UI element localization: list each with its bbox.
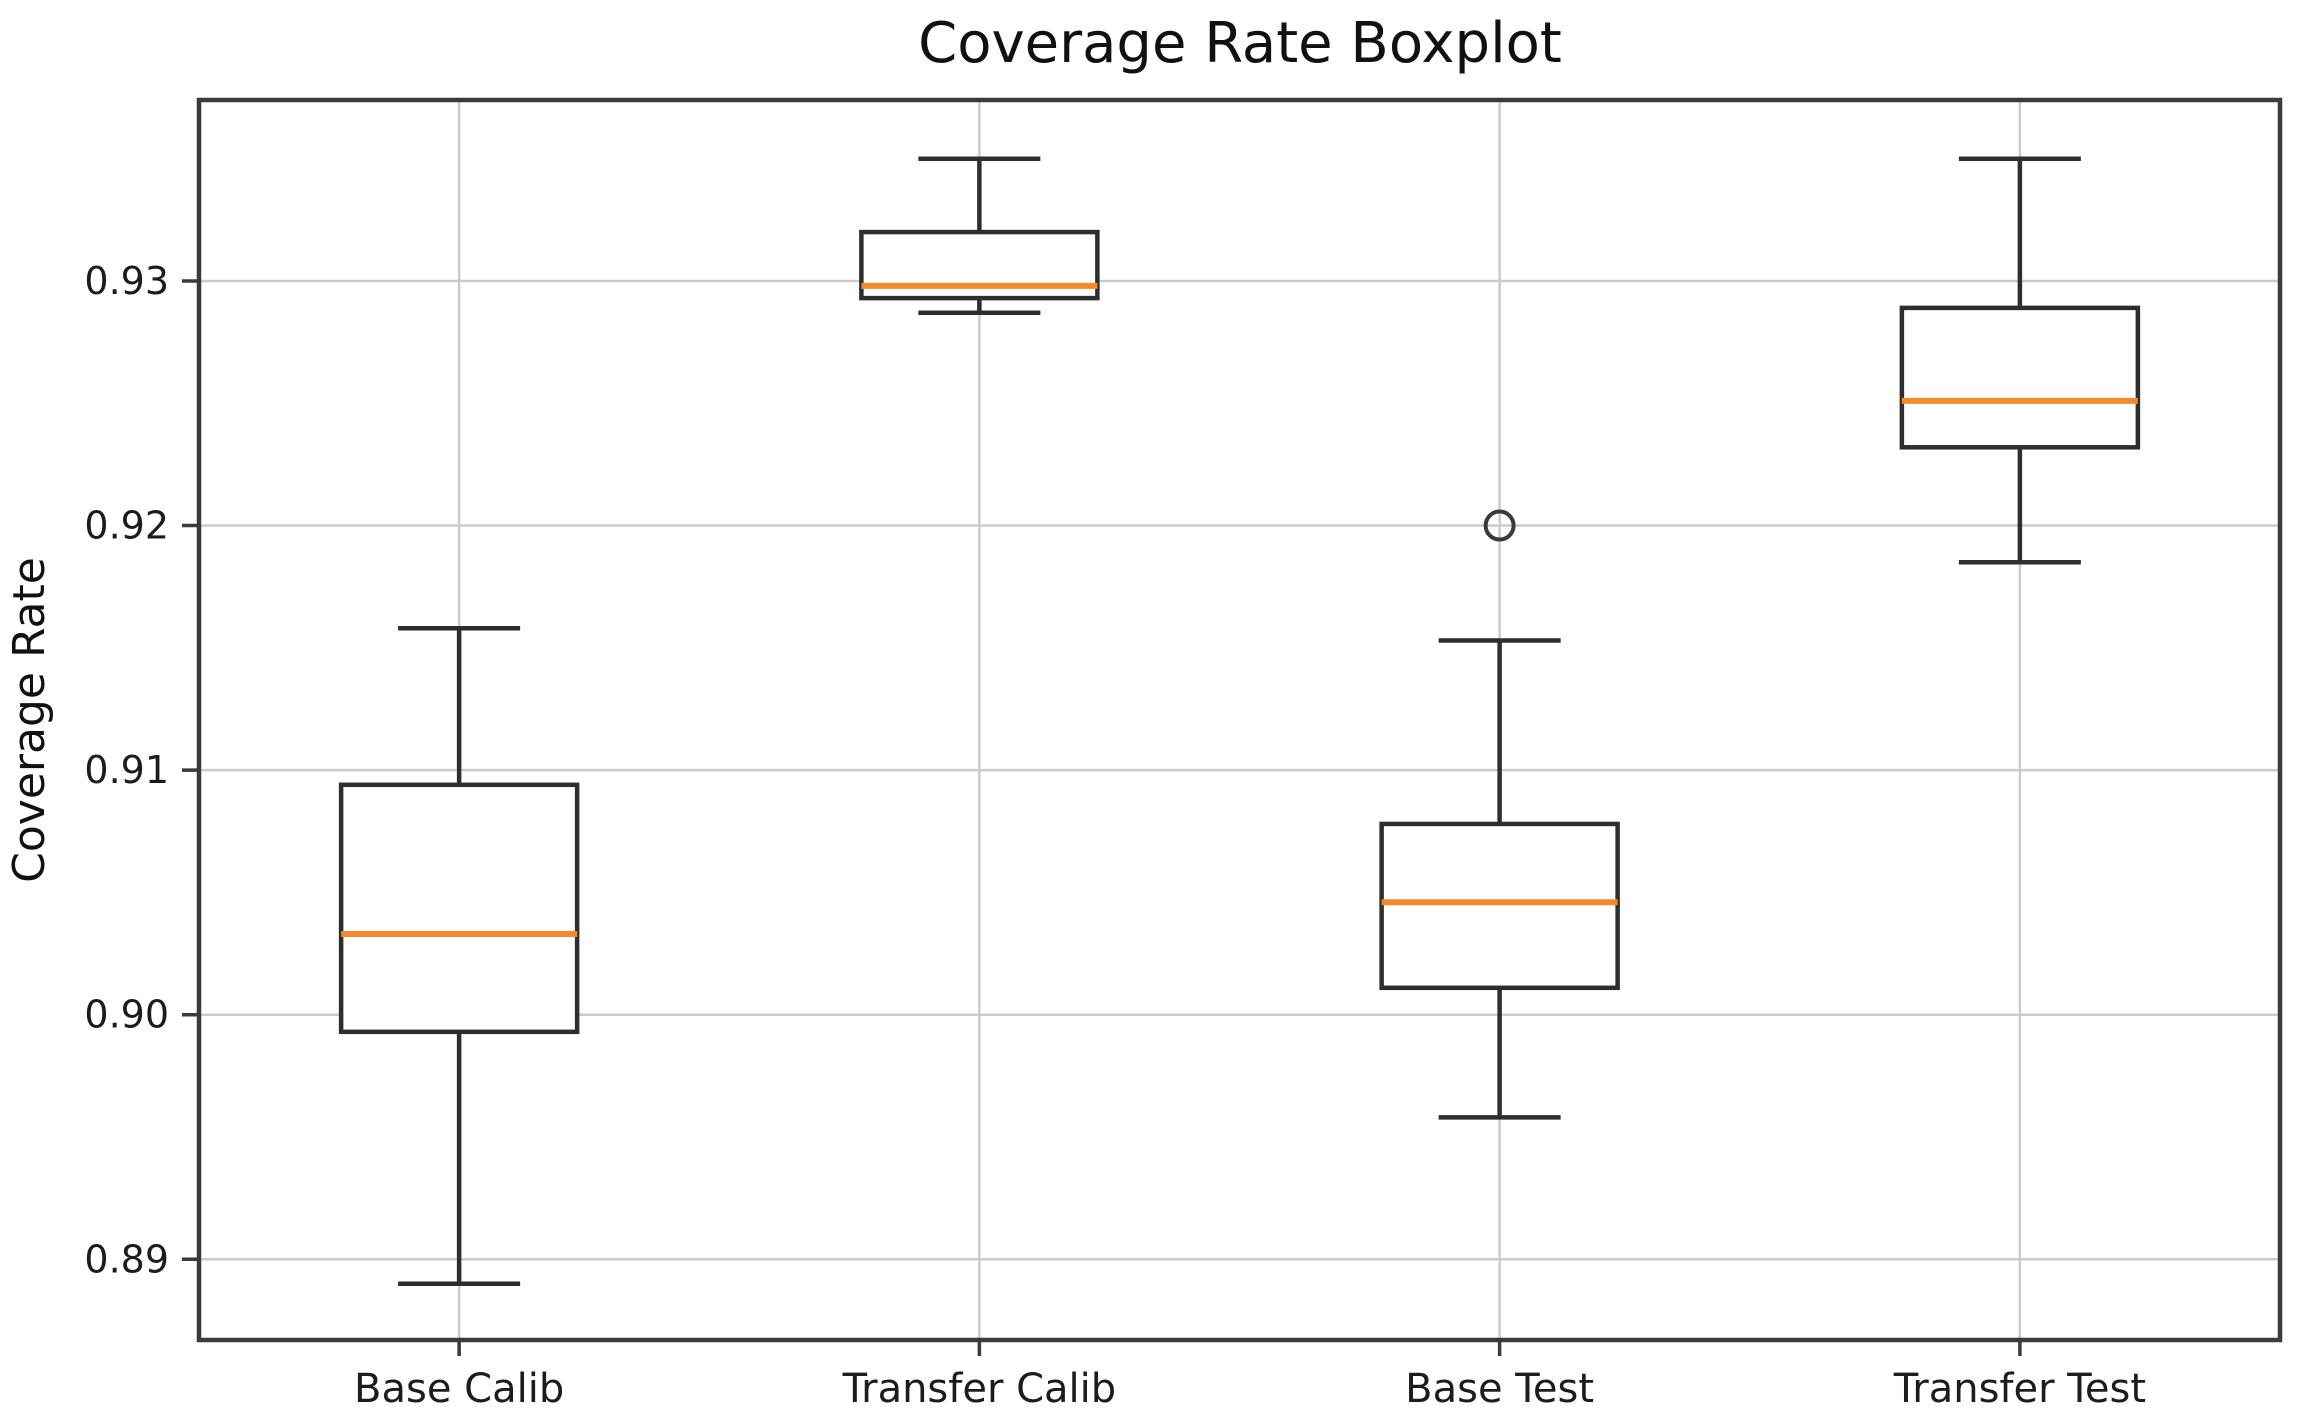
x-tick-label: Base Calib bbox=[354, 1366, 564, 1412]
plot-border bbox=[196, 97, 2283, 1343]
axis-tick-labels: 0.89 0.90 0.91 0.92 0.93 Base Calib Transfer C… bbox=[84, 259, 2146, 1412]
axis-ticks bbox=[182, 279, 2022, 1356]
boxplot-series bbox=[338, 156, 2141, 1286]
box-transfer-test bbox=[1899, 156, 2141, 565]
chart-title: Coverage Rate Boxplot bbox=[918, 11, 1562, 76]
y-tick-label: 0.93 bbox=[84, 259, 169, 303]
y-tick-label: 0.91 bbox=[84, 748, 169, 792]
outlier-point bbox=[1483, 509, 1516, 542]
gridlines bbox=[199, 100, 2280, 1340]
x-tick-label: Base Test bbox=[1405, 1366, 1594, 1412]
y-tick-label: 0.90 bbox=[84, 993, 169, 1037]
iqr-box bbox=[338, 782, 580, 1035]
x-tick-label: Transfer Calib bbox=[842, 1366, 1117, 1412]
iqr-box bbox=[1379, 821, 1620, 991]
box-base-test bbox=[1379, 509, 1620, 1120]
y-axis-label: Coverage Rate bbox=[4, 557, 55, 883]
axes-frame bbox=[196, 97, 2283, 1343]
iqr-box bbox=[1899, 305, 2141, 450]
x-tick-label: Transfer Test bbox=[1893, 1366, 2146, 1412]
box-transfer-calib bbox=[859, 156, 1100, 316]
y-tick-label: 0.92 bbox=[84, 504, 169, 548]
y-tick-label: 0.89 bbox=[84, 1237, 169, 1281]
box-base-calib bbox=[338, 626, 580, 1286]
